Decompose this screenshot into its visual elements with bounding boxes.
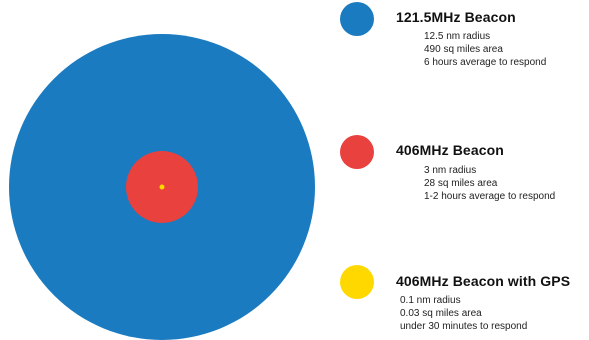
radius-text: 12.5 nm radius: [424, 31, 491, 42]
beacon-121-swatch: [340, 2, 374, 36]
area-text: 490 sq miles area: [424, 44, 503, 55]
legend-title: 406MHz Beacon with GPS: [396, 273, 571, 289]
beacon-gps-swatch: [340, 265, 374, 299]
response-text: under 30 minutes to respond: [400, 321, 528, 332]
radius-text: 0.1 nm radius: [400, 295, 461, 306]
response-text: 6 hours average to respond: [424, 57, 547, 68]
radius-text: 3 nm radius: [424, 165, 477, 176]
legend-details: 12.5 nm radius 490 sq miles area 6 hours…: [424, 30, 546, 69]
beacon-gps-search-area: [159, 184, 165, 190]
legend-details: 3 nm radius 28 sq miles area 1-2 hours a…: [424, 164, 555, 203]
legend-details: 0.1 nm radius 0.03 sq miles area under 3…: [400, 294, 527, 333]
search-area-circles: [9, 34, 315, 340]
legend-title: 406MHz Beacon: [396, 142, 504, 158]
response-text: 1-2 hours average to respond: [424, 191, 556, 202]
area-text: 28 sq miles area: [424, 178, 498, 189]
legend-title: 121.5MHz Beacon: [396, 9, 516, 25]
area-text: 0.03 sq miles area: [400, 308, 482, 319]
beacon-406-swatch: [340, 135, 374, 169]
